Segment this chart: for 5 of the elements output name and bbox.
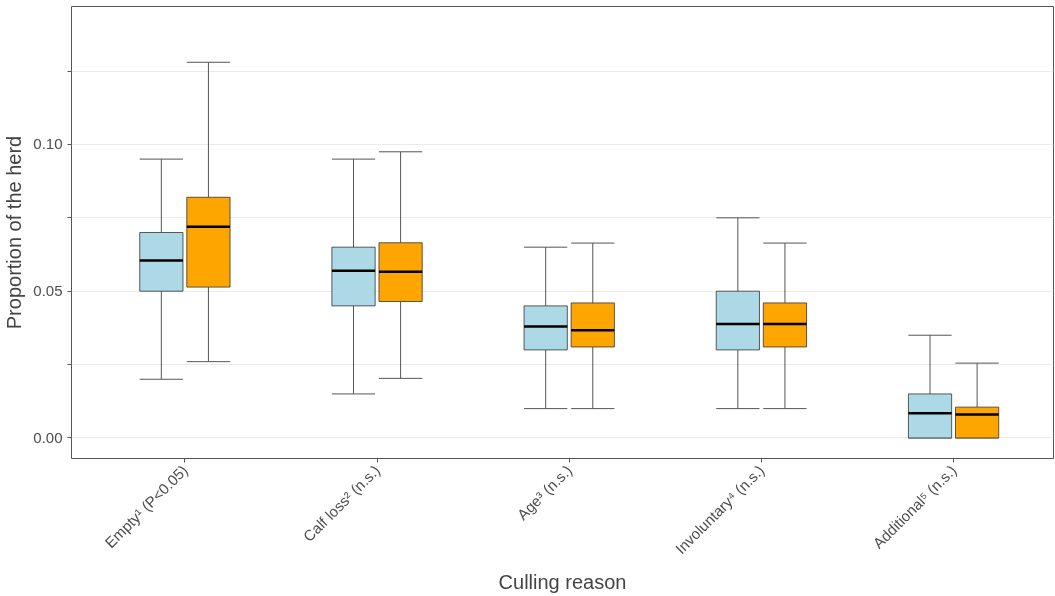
x-axis-title: Culling reason	[498, 571, 627, 594]
y-axis-title: Proportion of the herd	[3, 135, 26, 330]
y-tick-label: 0.10	[33, 135, 63, 153]
y-tick-label: 0.00	[33, 428, 63, 446]
y-tick-label: 0.05	[33, 282, 63, 300]
